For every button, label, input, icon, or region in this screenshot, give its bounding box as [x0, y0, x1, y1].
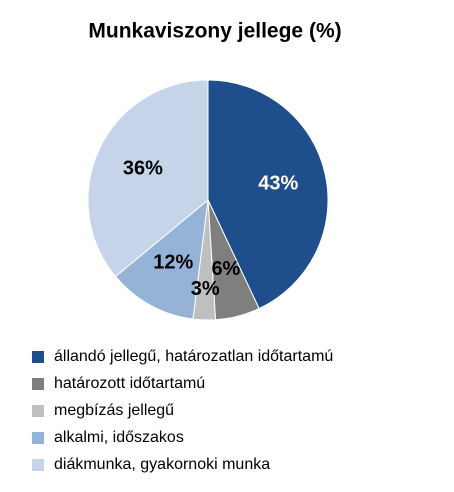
- value-label: 6%: [211, 258, 240, 280]
- chart-title: Munkaviszony jellege (%): [88, 20, 341, 43]
- pie-slice: [87, 79, 209, 278]
- pie-slice: [207, 79, 329, 310]
- legend-label: megbízás jellegű: [54, 402, 174, 419]
- legend-swatch: [32, 459, 44, 471]
- legend-swatch: [32, 432, 44, 444]
- value-label: 3%: [191, 278, 220, 300]
- legend-swatch: [32, 378, 44, 390]
- legend-label: állandó jellegű, határozatlan időtartamú: [54, 348, 333, 365]
- legend-swatch: [32, 351, 44, 363]
- legend-label: diákmunka, gyakornoki munka: [54, 456, 270, 473]
- pie-slice: [114, 198, 209, 320]
- value-label: 36%: [123, 158, 163, 180]
- legend-label: alkalmi, időszakos: [54, 429, 184, 446]
- value-label: 43%: [258, 173, 298, 195]
- legend-label: határozott időtartamú: [54, 375, 205, 392]
- legend-swatch: [32, 405, 44, 417]
- value-label: 12%: [153, 251, 193, 273]
